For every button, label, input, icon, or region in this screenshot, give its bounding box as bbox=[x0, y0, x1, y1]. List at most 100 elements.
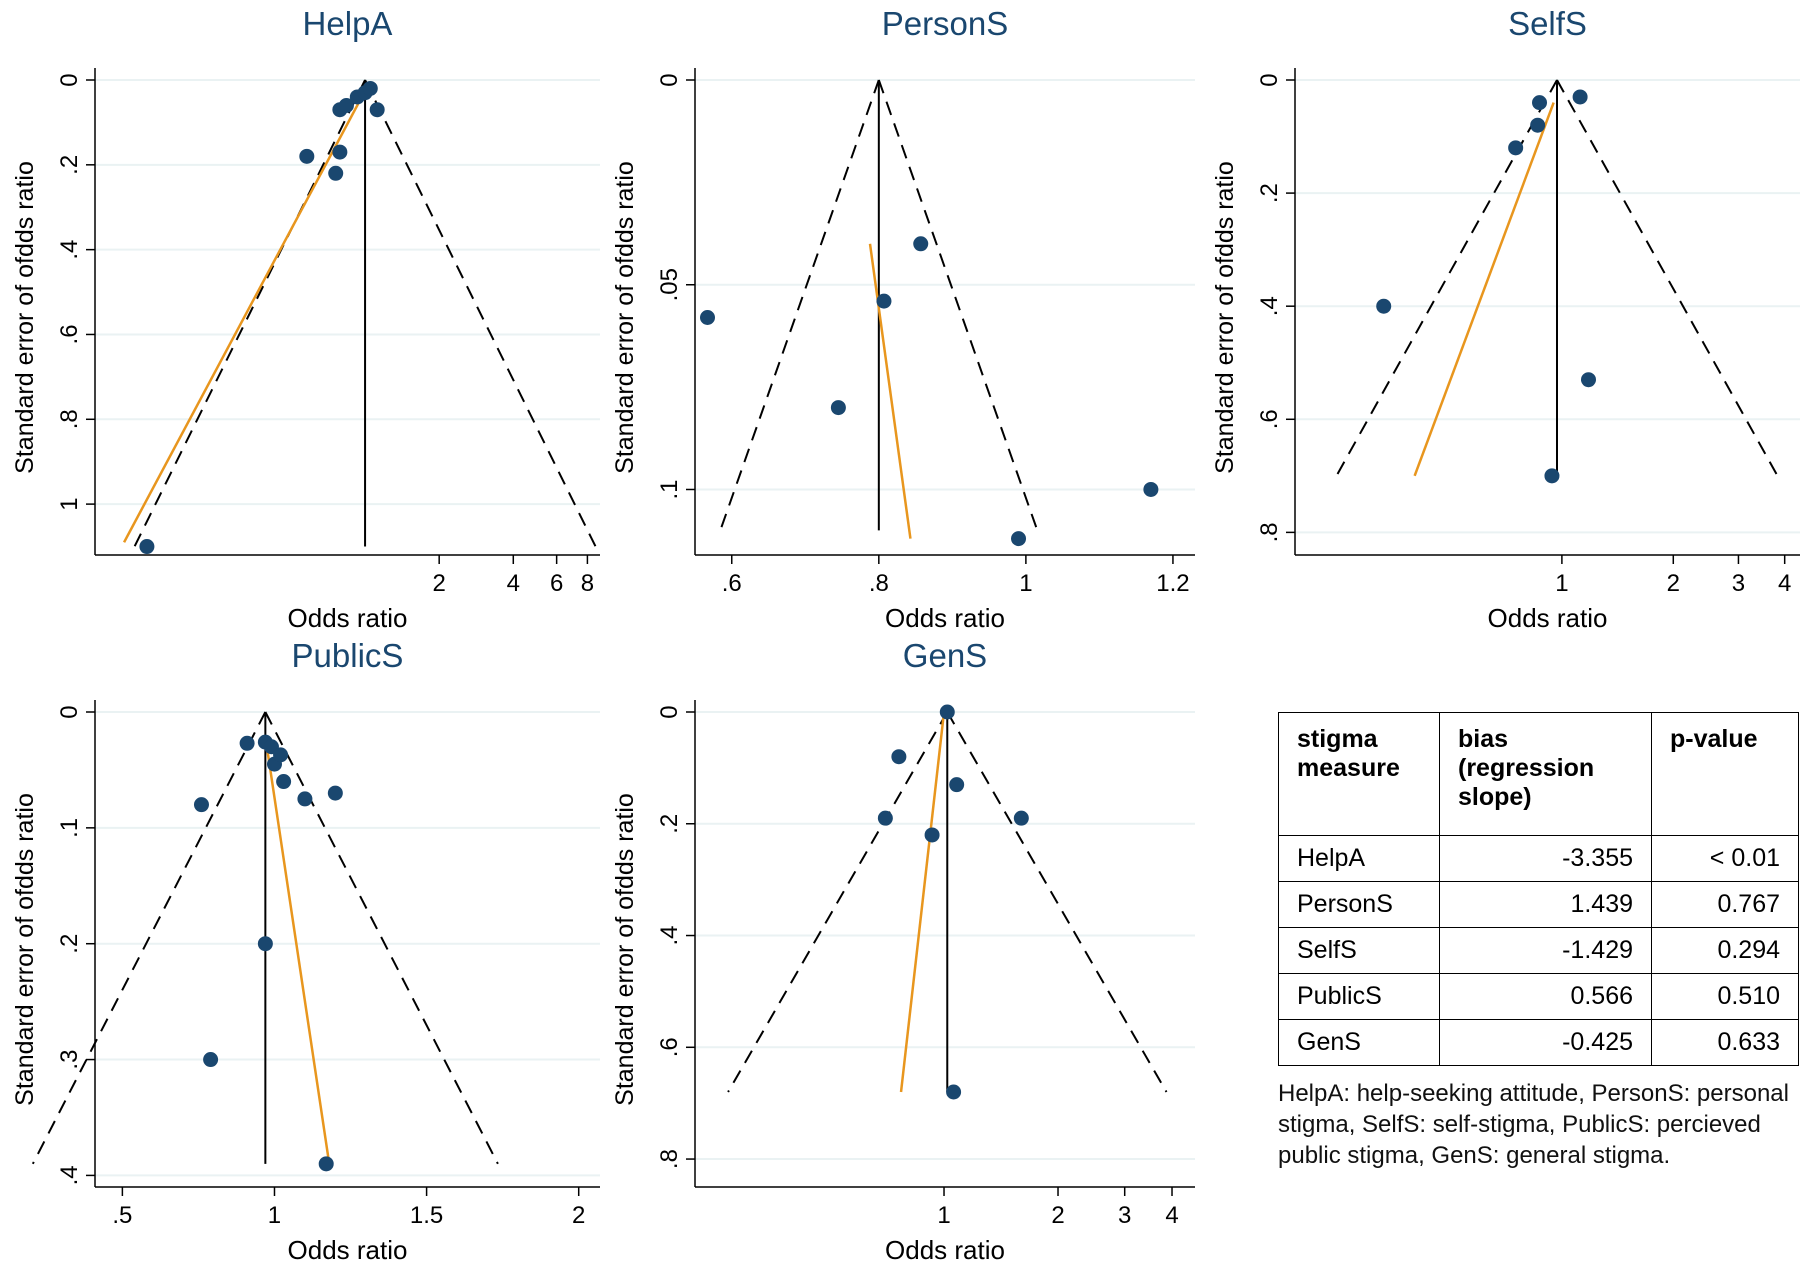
chart-title: SelfS bbox=[1508, 5, 1587, 42]
data-point bbox=[1544, 468, 1560, 484]
p-value-cell: 0.294 bbox=[1651, 927, 1799, 974]
data-point bbox=[924, 827, 940, 843]
y-tick-label: .2 bbox=[56, 934, 83, 954]
x-tick-label: 2 bbox=[1051, 1202, 1064, 1229]
x-tick-label: .6 bbox=[722, 570, 742, 597]
data-point bbox=[830, 400, 846, 416]
data-point bbox=[139, 539, 155, 555]
data-point bbox=[328, 165, 344, 181]
data-point bbox=[273, 747, 289, 763]
measure-cell: HelpA bbox=[1278, 835, 1440, 882]
regression-line bbox=[868, 243, 912, 539]
data-point bbox=[332, 144, 348, 160]
data-point bbox=[1143, 481, 1159, 497]
data-point bbox=[891, 749, 907, 765]
data-point bbox=[362, 80, 378, 96]
header-stigma-measure: stigma measure bbox=[1278, 712, 1440, 836]
y-tick-label: .8 bbox=[656, 1149, 683, 1169]
funnel-limit-left bbox=[133, 79, 366, 547]
chart-selfs: 0 .2 .4 .6 .8 1 2 3 4 SelfS Odds ratio Standard err… bbox=[1211, 5, 1800, 633]
y-tick-label: .2 bbox=[56, 155, 83, 175]
p-value-cell: 0.510 bbox=[1651, 973, 1799, 1020]
measure-cell: PersonS bbox=[1278, 881, 1440, 928]
y-axis-label: Standard error of ofdds ratio bbox=[11, 793, 39, 1106]
regression-line bbox=[265, 746, 331, 1165]
y-tick-label: .8 bbox=[1256, 522, 1283, 542]
data-point bbox=[276, 774, 292, 790]
data-point bbox=[1580, 372, 1596, 388]
y-tick-label: 1 bbox=[56, 497, 83, 510]
x-tick-label: 2 bbox=[1667, 570, 1680, 597]
y-tick-label: .6 bbox=[656, 1037, 683, 1057]
x-tick-label: 1 bbox=[937, 1202, 950, 1229]
table-row: HelpA -3.355 < 0.01 bbox=[1278, 835, 1799, 882]
regression-line bbox=[1413, 102, 1555, 477]
x-tick-label: .8 bbox=[869, 570, 889, 597]
x-axis-label: Odds ratio bbox=[288, 1235, 408, 1263]
data-point bbox=[239, 735, 255, 751]
y-tick-label: .6 bbox=[56, 324, 83, 344]
data-point bbox=[1013, 810, 1029, 826]
y-tick-label: .3 bbox=[56, 1050, 83, 1070]
regression-line bbox=[122, 96, 363, 543]
data-point bbox=[949, 777, 965, 793]
funnel-limit-left bbox=[31, 711, 267, 1165]
data-point bbox=[338, 97, 354, 113]
x-tick-label: 2 bbox=[572, 1202, 585, 1229]
y-tick-label: .05 bbox=[656, 268, 683, 301]
x-tick-label: 1.2 bbox=[1156, 570, 1189, 597]
data-point bbox=[318, 1156, 334, 1172]
data-point bbox=[1572, 89, 1588, 105]
funnel-limit-right bbox=[264, 711, 499, 1165]
chart-gens: 0 .2 .4 .6 .8 1 2 3 4 GenS Odds ratio Standard erro… bbox=[611, 637, 1195, 1263]
regression-line bbox=[899, 711, 946, 1093]
funnel-limit-left bbox=[1335, 79, 1558, 477]
x-tick-label: 1 bbox=[1019, 570, 1032, 597]
funnel-limit-right bbox=[877, 79, 1039, 531]
y-tick-label: .1 bbox=[56, 818, 83, 838]
bias-cell: -3.355 bbox=[1439, 835, 1652, 882]
header-bias: bias (regression slope) bbox=[1439, 712, 1652, 836]
table-header-row: stigma measure bias (regression slope) p… bbox=[1278, 712, 1799, 836]
x-tick-label: 8 bbox=[581, 570, 594, 597]
x-axis-label: Odds ratio bbox=[885, 1235, 1005, 1263]
x-axis-label: Odds ratio bbox=[288, 603, 408, 633]
data-point bbox=[1530, 117, 1546, 133]
x-tick-label: 2 bbox=[432, 570, 445, 597]
chart-title: PersonS bbox=[882, 5, 1009, 42]
y-tick-label: 0 bbox=[56, 73, 83, 86]
funnel-limit-left bbox=[727, 711, 949, 1093]
data-point bbox=[876, 293, 892, 309]
table-row: PublicS 0.566 0.510 bbox=[1278, 973, 1799, 1020]
bias-cell: -1.429 bbox=[1439, 927, 1652, 974]
bias-cell: 0.566 bbox=[1439, 973, 1652, 1020]
bias-cell: -0.425 bbox=[1439, 1019, 1652, 1066]
y-axis-label: Standard error of ofdds ratio bbox=[1211, 161, 1239, 474]
abbreviations-footnote: HelpA: help-seeking attitude, PersonS: p… bbox=[1278, 1080, 1789, 1169]
header-p-value: p-value bbox=[1651, 712, 1799, 836]
x-axis-label: Odds ratio bbox=[1488, 603, 1608, 633]
data-point bbox=[1508, 140, 1524, 156]
x-tick-label: 1 bbox=[1555, 570, 1568, 597]
data-point bbox=[1376, 298, 1392, 314]
y-tick-label: 0 bbox=[1256, 73, 1283, 86]
y-tick-label: .2 bbox=[1256, 183, 1283, 203]
measure-cell: GenS bbox=[1278, 1019, 1440, 1066]
data-point bbox=[297, 791, 313, 807]
p-value-cell: < 0.01 bbox=[1651, 835, 1799, 882]
bias-cell: 1.439 bbox=[1439, 881, 1652, 928]
data-point bbox=[369, 102, 385, 118]
table-row: PersonS 1.439 0.767 bbox=[1278, 881, 1799, 928]
y-tick-label: .8 bbox=[56, 409, 83, 429]
funnel-limit-right bbox=[1556, 79, 1779, 477]
data-point bbox=[257, 936, 273, 952]
y-tick-label: 0 bbox=[656, 705, 683, 718]
p-value-cell: 0.767 bbox=[1651, 881, 1799, 928]
x-tick-label: 4 bbox=[507, 570, 520, 597]
chart-title: PublicS bbox=[292, 637, 404, 674]
funnel-limit-right bbox=[946, 711, 1168, 1093]
y-tick-label: .1 bbox=[656, 479, 683, 499]
funnel-limit-right bbox=[364, 79, 597, 547]
x-tick-label: 1 bbox=[268, 1202, 281, 1229]
p-value-cell: 0.633 bbox=[1651, 1019, 1799, 1066]
